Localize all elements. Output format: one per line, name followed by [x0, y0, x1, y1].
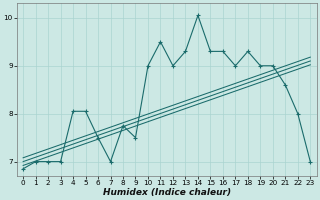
- X-axis label: Humidex (Indice chaleur): Humidex (Indice chaleur): [103, 188, 231, 197]
